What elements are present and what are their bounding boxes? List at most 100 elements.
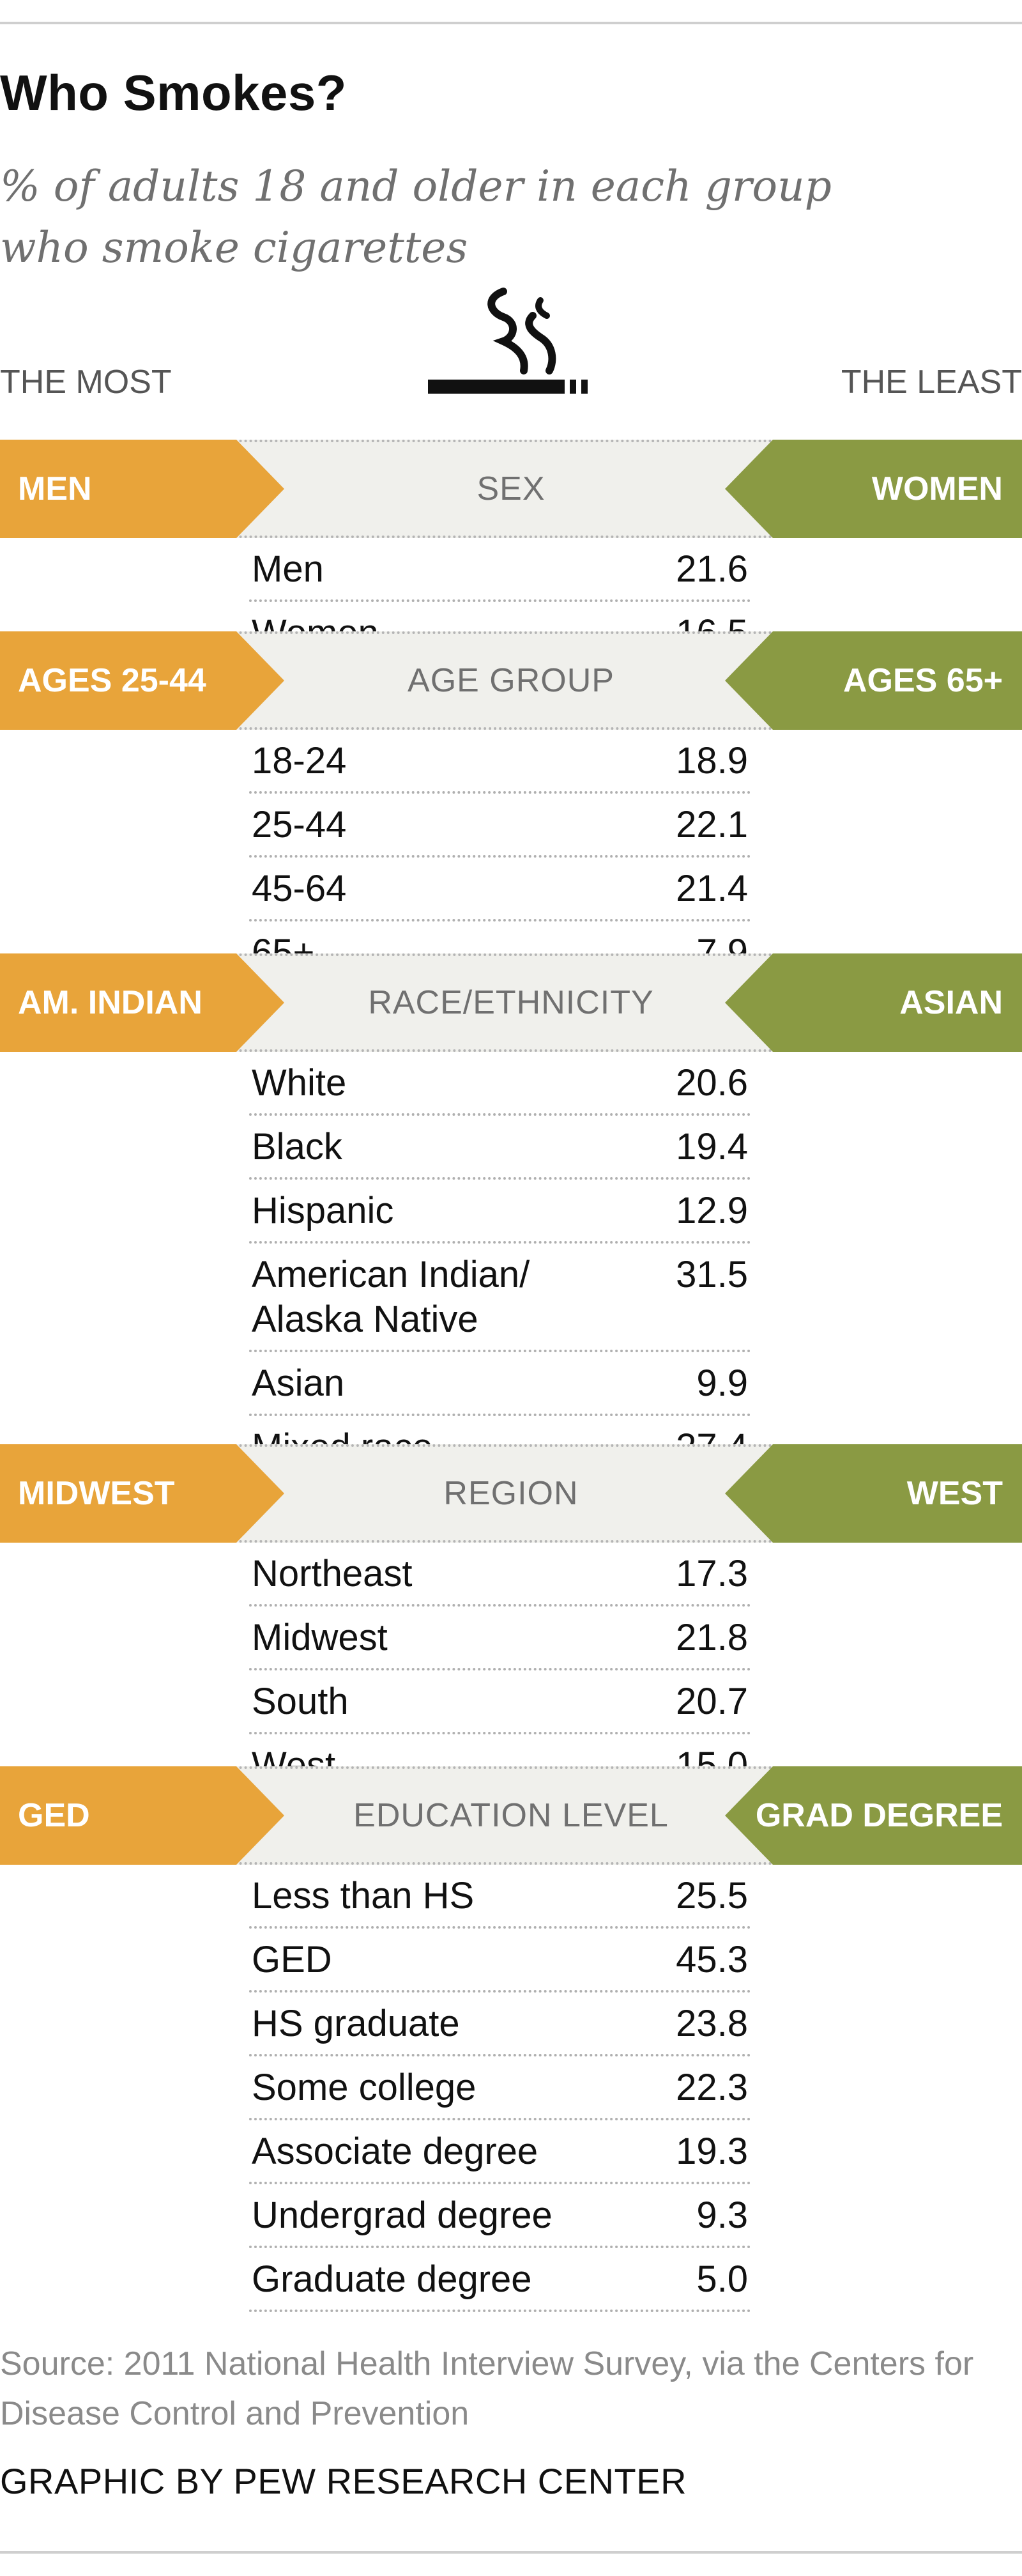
smoking-cigarette-icon — [428, 288, 588, 394]
row-divider — [249, 1350, 751, 1352]
row-divider — [249, 1113, 751, 1116]
most-group-label: AM. INDIAN — [18, 984, 202, 1021]
row-divider — [249, 1177, 751, 1180]
row-label: Midwest — [252, 1617, 388, 1658]
row-divider — [249, 1668, 751, 1670]
row-label: 25-44 — [252, 804, 347, 845]
top-rule — [0, 22, 1022, 24]
most-arrow — [0, 440, 284, 538]
least-arrow — [725, 1766, 1022, 1865]
row-value: 19.4 — [676, 1126, 748, 1168]
row-label: White — [252, 1062, 347, 1104]
most-group-label: GED — [18, 1797, 90, 1834]
row-label: Black — [252, 1126, 342, 1168]
chart-title: Who Smokes? — [0, 65, 347, 121]
least-group-label: ASIAN — [899, 984, 1003, 1021]
most-group-label: MEN — [18, 470, 92, 507]
row-divider — [249, 2246, 751, 2248]
row-label: Some college — [252, 2067, 477, 2108]
table-row: Northeast 17.3 — [249, 1543, 751, 1607]
group-name: REGION — [443, 1475, 579, 1512]
table-row: HS graduate 23.8 — [249, 1993, 751, 2056]
row-value: 21.6 — [676, 548, 748, 590]
row-label: 18-24 — [252, 740, 347, 782]
row-value: 45.3 — [676, 1939, 748, 1980]
group-name: AGE GROUP — [408, 662, 614, 699]
group-arrows — [0, 440, 1022, 538]
most-arrow — [0, 631, 284, 730]
row-value: 22.1 — [676, 804, 748, 845]
group-arrows — [0, 631, 1022, 730]
row-label: Less than HS — [252, 1875, 475, 1917]
row-label: 45-64 — [252, 868, 347, 909]
row-value: 23.8 — [676, 2003, 748, 2044]
most-arrow — [0, 953, 284, 1052]
row-divider — [249, 855, 751, 858]
least-arrow — [725, 1444, 1022, 1543]
table-row: Hispanic 12.9 — [249, 1180, 751, 1244]
most-arrow — [0, 1444, 284, 1543]
row-divider — [249, 2118, 751, 2120]
group-name: SEX — [477, 470, 545, 507]
row-label: GED — [252, 1939, 332, 1980]
table-row: 45-64 21.4 — [249, 858, 751, 922]
least-group-label: AGES 65+ — [843, 662, 1003, 699]
table-row: American Indian/Alaska Native 31.5 — [249, 1244, 751, 1352]
row-value: 19.3 — [676, 2131, 748, 2172]
table-row: Men 21.6 — [249, 538, 751, 602]
bottom-rule — [0, 2551, 1022, 2554]
row-divider — [249, 1926, 751, 1929]
row-divider — [249, 599, 751, 602]
credit-line: GRAPHIC BY PEW RESEARCH CENTER — [0, 2461, 687, 2501]
table-row: South 20.7 — [249, 1670, 751, 1734]
row-divider — [249, 2310, 751, 2312]
table-row: Undergrad degree 9.3 — [249, 2184, 751, 2248]
least-arrow — [725, 631, 1022, 730]
least-group-label: GRAD DEGREE — [755, 1797, 1003, 1834]
row-label: Northeast — [252, 1553, 413, 1594]
row-value: 9.9 — [696, 1362, 748, 1404]
least-arrow — [725, 953, 1022, 1052]
row-value: 22.3 — [676, 2067, 748, 2108]
row-label: South — [252, 1681, 349, 1722]
row-label: American Indian/Alaska Native — [252, 1254, 530, 1340]
table-row: 25-44 22.1 — [249, 794, 751, 858]
group-arrows — [0, 1444, 1022, 1543]
row-label: Men — [252, 548, 324, 590]
table-row: GED 45.3 — [249, 1929, 751, 1993]
group-name: RACE/ETHNICITY — [368, 984, 654, 1021]
row-label: Graduate degree — [252, 2258, 532, 2300]
row-divider — [249, 1732, 751, 1734]
row-label: Asian — [252, 1362, 345, 1404]
row-divider — [249, 791, 751, 794]
the-least-label: THE LEAST — [841, 364, 1022, 401]
row-value: 17.3 — [676, 1553, 748, 1594]
table-row: Midwest 21.8 — [249, 1607, 751, 1670]
most-group-label: MIDWEST — [18, 1475, 175, 1512]
table-row: Associate degree 19.3 — [249, 2120, 751, 2184]
row-label: Associate degree — [252, 2131, 538, 2172]
table-row: Asian 9.9 — [249, 1352, 751, 1416]
table-row: 18-24 18.9 — [249, 730, 751, 794]
row-value: 20.7 — [676, 1681, 748, 1722]
group-arrows — [0, 953, 1022, 1052]
row-label: Undergrad degree — [252, 2194, 553, 2236]
chart-subtitle: % of adults 18 and older in each group w… — [0, 162, 832, 272]
row-value: 9.3 — [696, 2194, 748, 2236]
row-value: 5.0 — [696, 2258, 748, 2300]
row-divider — [249, 2182, 751, 2184]
table-row: Graduate degree 5.0 — [249, 2248, 751, 2312]
the-most-label: THE MOST — [0, 364, 172, 401]
table-row: White 20.6 — [249, 1052, 751, 1116]
row-divider — [249, 919, 751, 922]
row-value: 31.5 — [676, 1254, 748, 1295]
row-divider — [249, 1990, 751, 1993]
row-divider — [249, 1241, 751, 1244]
least-group-label: WOMEN — [871, 470, 1003, 507]
row-label: HS graduate — [252, 2003, 460, 2044]
row-value: 21.8 — [676, 1617, 748, 1658]
row-divider — [249, 2054, 751, 2056]
table-row: Some college 22.3 — [249, 2056, 751, 2120]
row-value: 12.9 — [676, 1190, 748, 1231]
